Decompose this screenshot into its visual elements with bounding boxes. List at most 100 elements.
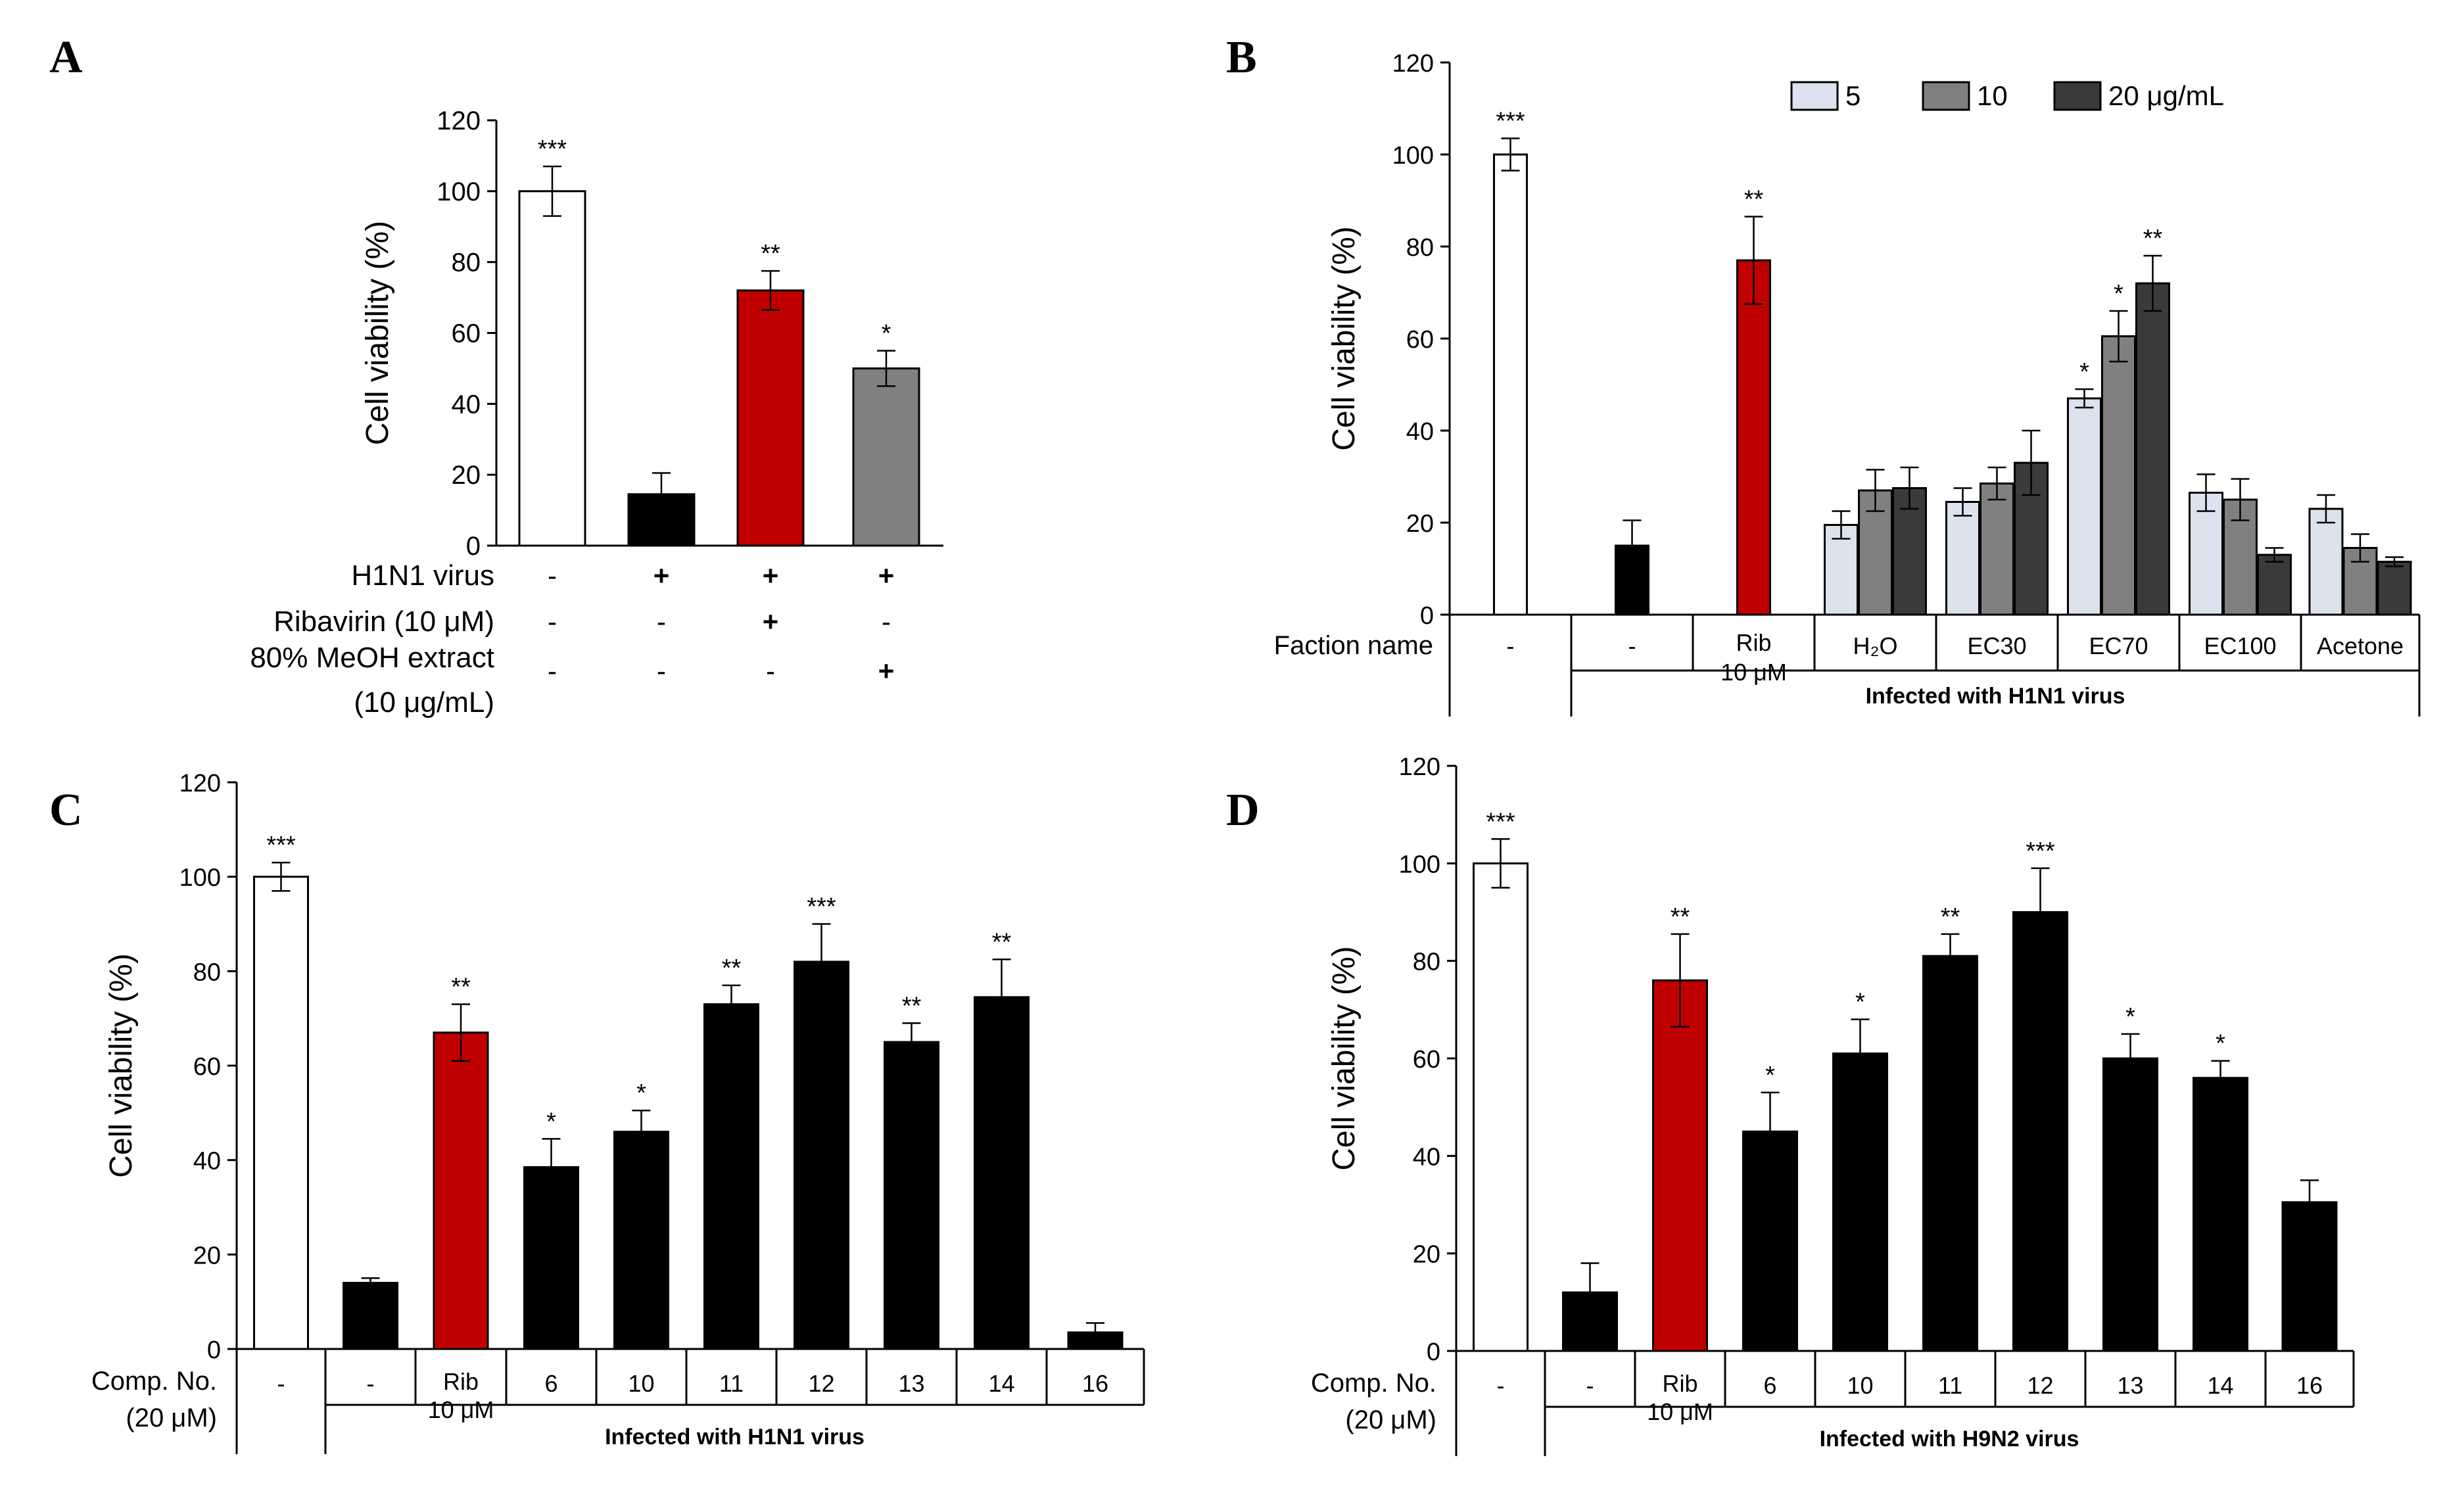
panel-b-significance-mark: ***: [1496, 108, 1525, 135]
panel-b-y-tick-label: 40: [1406, 418, 1434, 446]
panel-c-bar: [705, 1004, 759, 1349]
panel-a-table-cell: +: [763, 560, 779, 591]
panel-b-legend-swatch: [1923, 82, 1969, 110]
panel-b-group-label: Acetone: [2317, 632, 2404, 659]
panel-b-legend-swatch: [1791, 82, 1838, 110]
panel-c-y-tick-label: 60: [193, 1053, 221, 1081]
panel-b-group-label: H₂O: [1853, 632, 1898, 659]
panel-b-legend-label: 10: [1977, 80, 2008, 111]
panel-d-bar: [1474, 863, 1528, 1351]
panel-a-table-row-label: Ribavirin (10 μM): [273, 605, 494, 638]
panel-b-bar: [1947, 502, 1980, 615]
panel-a-bar: [853, 368, 919, 546]
panel-c-category-label: 14: [988, 1370, 1014, 1397]
panel-b-significance-mark: *: [2114, 280, 2123, 308]
panel-b-group-label: EC100: [2204, 632, 2276, 659]
panel-d-bar: [2014, 912, 2068, 1352]
panel-a-table-row-label: H1N1 virus: [351, 559, 494, 592]
panel-c-bar: [434, 1033, 488, 1349]
panel-b-group-label: EC70: [2089, 632, 2148, 659]
panel-b-y-tick-label: 80: [1406, 234, 1434, 262]
panel-d-category-label: Rib: [1662, 1370, 1697, 1397]
panel-d-significance-mark: *: [2125, 1003, 2135, 1031]
panel-a-significance-mark: **: [761, 240, 780, 268]
panel-c-category-label: 16: [1082, 1370, 1108, 1397]
panel-a-y-tick-label: 60: [452, 319, 481, 348]
panel-b-legend-label: 5: [1845, 80, 1861, 111]
panel-b-bar: [2258, 555, 2291, 615]
panel-b-bar: [1738, 260, 1770, 615]
panel-a-significance-mark: *: [882, 319, 891, 347]
panel-d-bar: [1653, 980, 1707, 1351]
panel-c-category-label: 12: [808, 1370, 834, 1397]
panel-b-bar: [2102, 337, 2135, 615]
panel-d-panel-label: D: [1226, 785, 1260, 836]
panel-a-table-row-label: 80% MeOH extract: [250, 642, 494, 674]
panel-d-category-label: 11: [1938, 1372, 1962, 1399]
panel-d-significance-mark: *: [1855, 989, 1865, 1016]
panel-c-row-label: (20 μM): [126, 1404, 217, 1432]
panel-b-bar: [2310, 509, 2342, 615]
panel-b-infected-label: Infected with H1N1 virus: [1866, 684, 2125, 709]
panel-c-y-tick-label: 120: [179, 770, 221, 797]
panel-a-y-tick-label: 100: [437, 177, 481, 206]
panel-a-table-cell: +: [653, 560, 670, 591]
panel-c-significance-mark: **: [992, 928, 1012, 956]
panel-d-y-tick-label: 0: [1427, 1338, 1440, 1366]
panel-d-category-label: 13: [2117, 1372, 2143, 1399]
panel-a-table-cell: +: [878, 560, 895, 591]
panel-d-category-label: -: [1586, 1372, 1594, 1399]
panel-d-row-label: Comp. No.: [1311, 1369, 1436, 1398]
panel-a-table-cell: -: [766, 655, 775, 686]
panel-c-panel-label: C: [49, 785, 83, 836]
panel-a-y-tick-label: 20: [452, 461, 481, 490]
panel-b-y-tick-label: 100: [1392, 142, 1434, 170]
panel-c-bar: [885, 1042, 939, 1349]
panel-b-y-tick-label: 20: [1406, 510, 1434, 538]
panel-a-y-tick-label: 0: [466, 532, 481, 561]
panel-b-group-label: Rib: [1736, 629, 1771, 656]
panel-d-significance-mark: **: [1671, 903, 1690, 931]
panel-c-y-tick-label: 20: [193, 1242, 221, 1269]
panel-a-y-tick-label: 80: [452, 248, 481, 277]
panel-b-significance-mark: **: [2143, 225, 2163, 252]
panel-b-panel-label: B: [1226, 32, 1257, 83]
panel-c-row-label: Comp. No.: [91, 1367, 217, 1396]
panel-d-y-tick-label: 60: [1413, 1046, 1440, 1074]
panel-b-group-label: 10 μM: [1720, 659, 1787, 686]
panel-d-y-tick-label: 40: [1413, 1143, 1440, 1171]
panel-b-row-label: Faction name: [1274, 631, 1433, 660]
panel-b-group-label: EC30: [1967, 632, 2026, 659]
panel-d-category-label: 12: [2027, 1372, 2053, 1399]
panel-d-category-label: 14: [2207, 1372, 2233, 1399]
panel-b-significance-mark: **: [1744, 186, 1764, 214]
panel-c-significance-mark: **: [722, 955, 742, 982]
panel-d-category-label: 10 μM: [1647, 1398, 1713, 1425]
panel-d-significance-mark: **: [1941, 903, 1960, 931]
panel-c-bar: [615, 1132, 669, 1349]
panel-b-y-tick-label: 0: [1420, 602, 1434, 630]
panel-d-y-axis-label: Cell viability (%): [1327, 946, 1362, 1170]
panel-b-y-axis-label: Cell viability (%): [1327, 226, 1362, 450]
panel-d-significance-mark: *: [1765, 1062, 1775, 1089]
panel-a-table-cell: +: [763, 606, 779, 637]
panel-a-table-cell: -: [657, 606, 666, 637]
panel-a-table-row-label: (10 μg/mL): [354, 686, 494, 719]
panel-c-significance-mark: **: [902, 992, 922, 1020]
panel-a-table-cell: +: [878, 655, 895, 686]
panel-c-significance-mark: *: [546, 1108, 556, 1135]
panel-a-bar: [738, 291, 803, 546]
panel-d-bar: [2104, 1058, 2158, 1351]
panel-b-bar: [2378, 562, 2411, 615]
panel-b-bar: [2068, 398, 2101, 615]
panel-c-bar: [975, 997, 1029, 1349]
panel-b-legend-swatch: [2054, 82, 2100, 110]
panel-a-y-axis-label: Cell viability (%): [360, 221, 395, 445]
panel-c-significance-mark: *: [636, 1079, 646, 1107]
panel-c-significance-mark: ***: [807, 893, 836, 921]
panel-a-y-tick-label: 120: [437, 106, 481, 135]
panel-b-y-tick-label: 60: [1406, 326, 1434, 354]
panel-c-significance-mark: **: [451, 974, 471, 1001]
panel-b-y-tick-label: 120: [1392, 50, 1434, 78]
panel-a-table-cell: -: [548, 560, 557, 591]
